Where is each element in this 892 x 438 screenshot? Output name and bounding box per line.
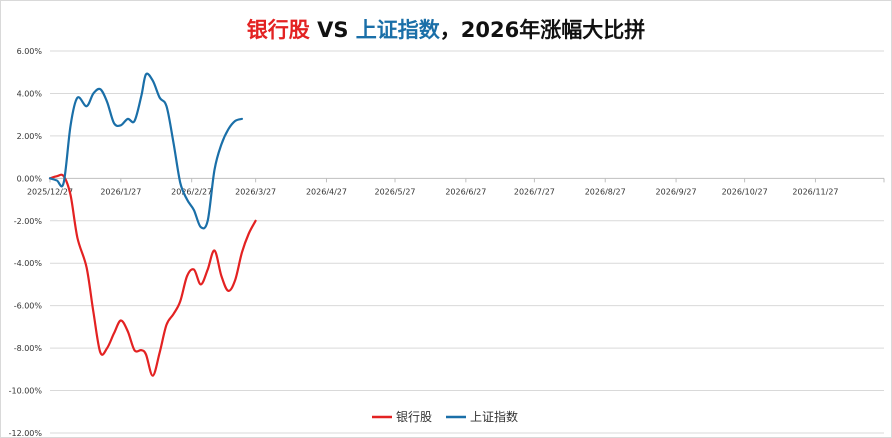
series-line-index [48,72,243,230]
y-tick-label: 0.00% [17,174,43,183]
y-tick-label: -10.00% [9,387,43,396]
x-tick-label: 2026/2/27 [171,187,212,196]
title-part-index: 上证指数 [355,18,440,42]
y-tick-label: -4.00% [14,259,43,268]
y-tick-label: 4.00% [17,89,43,98]
y-axis: 6.00% 4.00% 2.00% 0.00% -2.00% -4.00% -6.00% -8… [9,47,43,438]
x-tick-label: 2026/7/27 [514,187,555,196]
legend: 银行股 上证指数 [372,409,518,424]
y-tick-label: -6.00% [14,302,43,311]
y-tick-label: -12.00% [9,429,43,438]
x-tick-label: 2026/6/27 [445,187,486,196]
title-part-bank: 银行股 [246,18,310,42]
title-part-vs: VS [309,18,356,42]
chart-title: 银行股 VS 上证指数，2026年涨幅大比拼 [0,14,892,44]
legend-label: 上证指数 [470,409,518,424]
x-tick-label: 2026/10/27 [722,187,768,196]
legend-label: 银行股 [396,410,432,424]
y-tick-label: -2.00% [14,217,43,226]
gridlines [50,50,884,434]
x-tick-label: 2026/8/27 [585,187,626,196]
y-tick-label: 6.00% [17,47,43,56]
x-tick-label: 2026/11/27 [792,187,838,196]
x-tick-label: 2026/4/27 [306,187,347,196]
x-tick-label: 2025/12/27 [27,187,73,196]
x-tick-label: 2026/5/27 [375,187,416,196]
x-axis: 2025/12/27 2026/1/27 2026/2/27 2026/3/27 202… [27,177,885,196]
series-line-bank [48,173,257,377]
x-tick-label: 2026/3/27 [235,187,276,196]
title-part-rest: ，2026年涨幅大比拼 [439,18,646,42]
series-group [48,72,257,377]
x-tick-label: 2026/1/27 [100,187,141,196]
y-tick-label: 2.00% [17,132,43,141]
y-tick-label: -8.00% [14,344,43,353]
x-tick-label: 2026/9/27 [656,187,697,196]
